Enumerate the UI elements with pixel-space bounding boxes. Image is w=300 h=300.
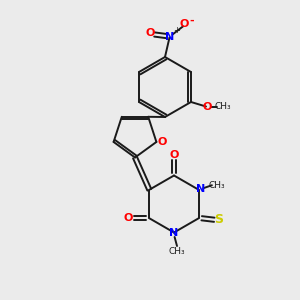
Text: O: O bbox=[145, 28, 155, 38]
Text: O: O bbox=[203, 101, 212, 112]
Text: O: O bbox=[169, 150, 179, 161]
Text: CH₃: CH₃ bbox=[209, 181, 226, 190]
Text: CH₃: CH₃ bbox=[169, 248, 185, 256]
Text: O: O bbox=[180, 19, 189, 29]
Text: N: N bbox=[165, 32, 174, 43]
Text: O: O bbox=[157, 137, 167, 147]
Text: -: - bbox=[190, 15, 194, 26]
Text: S: S bbox=[214, 213, 223, 226]
Text: O: O bbox=[124, 213, 133, 223]
Text: +: + bbox=[173, 26, 179, 35]
Text: N: N bbox=[196, 184, 205, 194]
Text: N: N bbox=[169, 228, 178, 238]
Text: CH₃: CH₃ bbox=[214, 102, 231, 111]
